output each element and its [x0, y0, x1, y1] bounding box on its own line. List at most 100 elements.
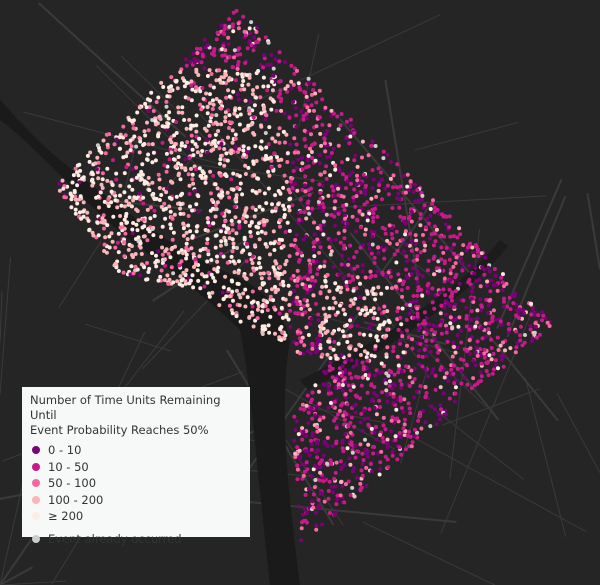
- event-point: [276, 132, 281, 137]
- event-point: [127, 195, 132, 200]
- event-point: [321, 222, 326, 227]
- event-point: [194, 129, 199, 134]
- event-point: [306, 76, 311, 81]
- event-point: [365, 390, 370, 395]
- event-point: [490, 314, 495, 319]
- event-point: [174, 194, 179, 199]
- event-point: [200, 52, 205, 57]
- event-point: [518, 307, 523, 312]
- event-point: [318, 470, 323, 475]
- event-point: [285, 160, 290, 164]
- event-point: [135, 267, 140, 272]
- event-point: [478, 297, 483, 302]
- event-point: [211, 102, 216, 107]
- event-point: [244, 276, 249, 281]
- event-point: [236, 21, 241, 26]
- event-point: [270, 136, 275, 141]
- event-point: [370, 322, 375, 327]
- event-point: [450, 298, 454, 303]
- event-point: [340, 253, 345, 258]
- event-point: [464, 316, 469, 321]
- event-point: [363, 275, 368, 280]
- event-point: [306, 349, 310, 354]
- event-point: [371, 316, 376, 321]
- event-point: [194, 167, 198, 172]
- event-point: [289, 276, 294, 281]
- event-point: [278, 218, 283, 223]
- event-point: [215, 269, 220, 274]
- event-point: [348, 265, 353, 270]
- event-point: [370, 399, 374, 404]
- event-point: [240, 83, 245, 88]
- event-point: [227, 126, 231, 130]
- event-point: [378, 433, 382, 437]
- event-point: [438, 234, 443, 239]
- event-point: [378, 460, 383, 465]
- event-point: [537, 332, 542, 337]
- event-point: [491, 351, 496, 356]
- event-point: [76, 173, 81, 178]
- event-point: [376, 251, 381, 255]
- event-point: [130, 231, 135, 236]
- event-point: [257, 188, 262, 193]
- event-point: [399, 382, 404, 387]
- event-point: [311, 259, 316, 264]
- event-point: [311, 293, 316, 298]
- event-point: [302, 183, 307, 188]
- event-point: [295, 295, 300, 300]
- event-point: [328, 252, 333, 257]
- event-point: [144, 277, 149, 282]
- event-point: [231, 89, 236, 94]
- event-point: [388, 274, 393, 279]
- event-point: [495, 288, 500, 293]
- event-point: [375, 338, 380, 343]
- event-point: [471, 250, 476, 255]
- event-point: [256, 225, 261, 230]
- event-point: [247, 252, 252, 257]
- event-point: [214, 97, 219, 101]
- event-point: [290, 176, 295, 181]
- event-point: [309, 316, 314, 321]
- event-point: [184, 230, 189, 235]
- event-point: [233, 132, 238, 137]
- event-point: [418, 410, 423, 415]
- event-point: [263, 35, 268, 40]
- event-point: [437, 290, 442, 295]
- event-point: [151, 191, 156, 196]
- event-point: [322, 499, 327, 504]
- event-point: [283, 297, 288, 302]
- event-point: [339, 373, 344, 378]
- event-point: [458, 232, 463, 237]
- event-point: [159, 193, 164, 197]
- event-point: [178, 177, 183, 182]
- event-point: [501, 304, 506, 309]
- event-point: [95, 143, 100, 148]
- event-point: [415, 430, 419, 435]
- event-point: [343, 312, 347, 317]
- event-point: [152, 208, 157, 213]
- event-point: [165, 94, 170, 99]
- event-point: [187, 192, 192, 196]
- event-point: [263, 304, 268, 308]
- event-point: [109, 231, 114, 236]
- event-point: [378, 323, 383, 328]
- event-point: [473, 350, 478, 355]
- event-point: [447, 287, 452, 292]
- event-point: [373, 206, 378, 211]
- event-point: [271, 66, 276, 71]
- event-point: [545, 320, 550, 325]
- event-point: [358, 295, 363, 299]
- event-point: [332, 379, 337, 384]
- event-point: [288, 179, 293, 184]
- event-point: [227, 94, 232, 99]
- event-point: [217, 99, 222, 104]
- event-point: [230, 249, 235, 254]
- event-point: [107, 245, 112, 250]
- event-point: [377, 472, 382, 477]
- event-point: [338, 123, 343, 128]
- event-point: [408, 303, 413, 308]
- event-point: [394, 407, 399, 412]
- event-point: [317, 418, 322, 423]
